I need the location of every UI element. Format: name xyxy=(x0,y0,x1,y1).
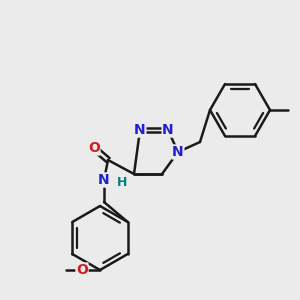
Text: O: O xyxy=(88,141,100,155)
Text: H: H xyxy=(117,176,127,188)
Text: N: N xyxy=(172,145,184,159)
Text: N: N xyxy=(162,123,174,137)
Text: N: N xyxy=(134,123,146,137)
Text: N: N xyxy=(98,173,110,187)
Text: O: O xyxy=(76,263,88,277)
